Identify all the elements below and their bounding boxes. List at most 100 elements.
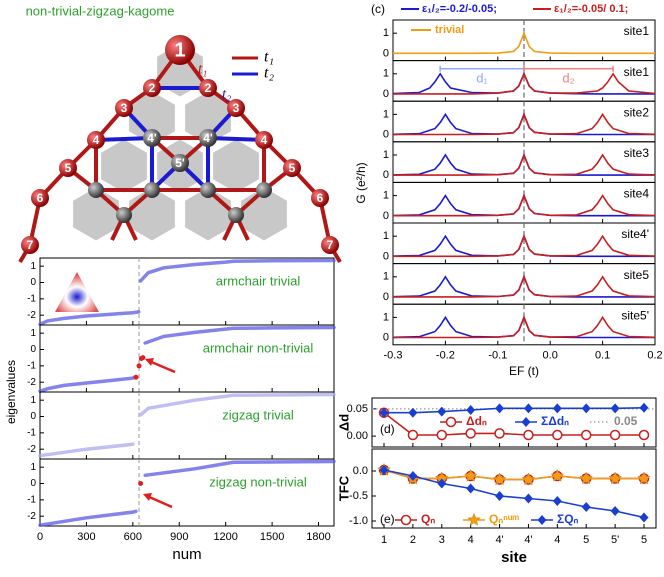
site-label: 5' (175, 156, 185, 170)
site-ball (87, 131, 105, 149)
marker (494, 428, 505, 439)
marker (550, 468, 565, 482)
marker (437, 478, 447, 489)
y-tick-label: 0 (383, 332, 389, 344)
y-tick-label: -0.5 (349, 490, 368, 502)
legend-label: ε₁/₂=-0.2/-0.05; (422, 3, 497, 15)
panel-tag: (d) (380, 422, 395, 436)
y-tick-label: 1 (383, 190, 389, 202)
x-tick-label: 600 (124, 531, 142, 543)
x-tick-label: 5 (641, 534, 647, 546)
bond-label: t₂ (222, 86, 231, 102)
series-line (383, 469, 644, 481)
site-ball (311, 189, 329, 207)
panel-frame (371, 397, 657, 448)
edge-state (140, 355, 146, 361)
panel-label: site1 (624, 65, 650, 79)
x-tick-label: 1 (381, 534, 387, 546)
site-ball (143, 129, 161, 147)
y-tick-label: -2 (27, 511, 36, 522)
eigen-curve (38, 459, 336, 527)
marker (467, 512, 481, 526)
site-ball (116, 207, 132, 223)
panel-label: site5 (624, 268, 650, 282)
legend-label: ΣQₙ (557, 512, 579, 526)
y-tick-label: -2 (27, 377, 36, 388)
arrow-head (145, 358, 154, 366)
site-label: 5 (65, 161, 72, 175)
site-ball (165, 35, 195, 65)
legend-label: t₂ (264, 65, 274, 82)
y-tick-label: 1 (30, 395, 36, 406)
diagram-title: non-trivial-zigzag-kagome (26, 3, 175, 18)
y-tick-label: 0.0 (353, 465, 368, 477)
y-tick-label: -1 (27, 360, 36, 371)
x-tick-label: -0.2 (436, 350, 455, 362)
conductance-curve (393, 274, 656, 298)
legend-label: trivial (435, 24, 464, 36)
x-tick-label: 4 (554, 534, 560, 546)
x-tick-label: 300 (77, 531, 95, 543)
panel-frame (371, 448, 657, 529)
y-tick-label: 0 (383, 129, 389, 141)
x-tick-label: 0.2 (647, 350, 662, 362)
site-ball (21, 236, 39, 254)
x-tick-label: 4' (495, 534, 503, 546)
site-label: 5 (289, 161, 296, 175)
marker (495, 491, 505, 501)
conductance-curve (393, 234, 656, 258)
y-tick-label: 0.00 (347, 430, 368, 442)
marker (379, 465, 389, 475)
legend-label: ε₁/₂=-0.05/ 0.1; (554, 3, 628, 15)
marker (537, 515, 547, 525)
panel-label: site5' (621, 308, 649, 322)
marker (523, 429, 534, 441)
site-label: 4' (203, 131, 213, 145)
marker (445, 416, 457, 428)
y-tick-label: 1 (383, 68, 389, 80)
marker (463, 468, 478, 482)
x-tick-label: 1500 (260, 531, 284, 543)
panel-label: armchair non-trivial (203, 340, 314, 355)
site-label: 7 (327, 238, 334, 252)
y-tick-label: 1 (30, 462, 36, 473)
marker (552, 403, 562, 414)
site-ball (321, 236, 339, 254)
marker (400, 514, 412, 526)
site-ball (171, 154, 189, 172)
y-tick-label: 0 (383, 88, 389, 100)
site-ball (255, 131, 273, 149)
x-tick-label: -0.1 (488, 350, 507, 362)
panel-tag: (c) (371, 2, 385, 16)
marker (492, 472, 507, 486)
site-ball (227, 99, 245, 117)
y-tick-label: 1 (383, 271, 389, 283)
x-tick-label: 5' (611, 534, 619, 546)
y-axis-label: TFC (336, 475, 351, 501)
series-line (383, 412, 644, 436)
marker (465, 428, 476, 439)
marker (466, 483, 476, 494)
y-tick-label: 0 (383, 250, 389, 262)
marker (466, 404, 476, 415)
marker (521, 417, 531, 427)
legend-label: Qₙ (421, 512, 435, 526)
distance-label: d₁ (476, 70, 488, 85)
y-tick-label: 0 (30, 344, 36, 355)
y-tick-label: 1 (383, 149, 389, 161)
marker (637, 471, 651, 485)
marker (437, 406, 447, 417)
marker (379, 407, 389, 418)
site-label: 4 (261, 133, 268, 147)
site-ball (283, 159, 301, 177)
site-label: 7 (27, 238, 34, 252)
marker (580, 429, 592, 441)
site-label: 4' (147, 131, 157, 145)
y-tick-label: 1 (383, 311, 389, 323)
y-tick-label: 1 (383, 108, 389, 120)
marker (638, 429, 650, 441)
y-tick-label: 1 (383, 230, 389, 242)
x-tick-label: 1800 (306, 531, 330, 543)
hexagon (100, 138, 148, 194)
